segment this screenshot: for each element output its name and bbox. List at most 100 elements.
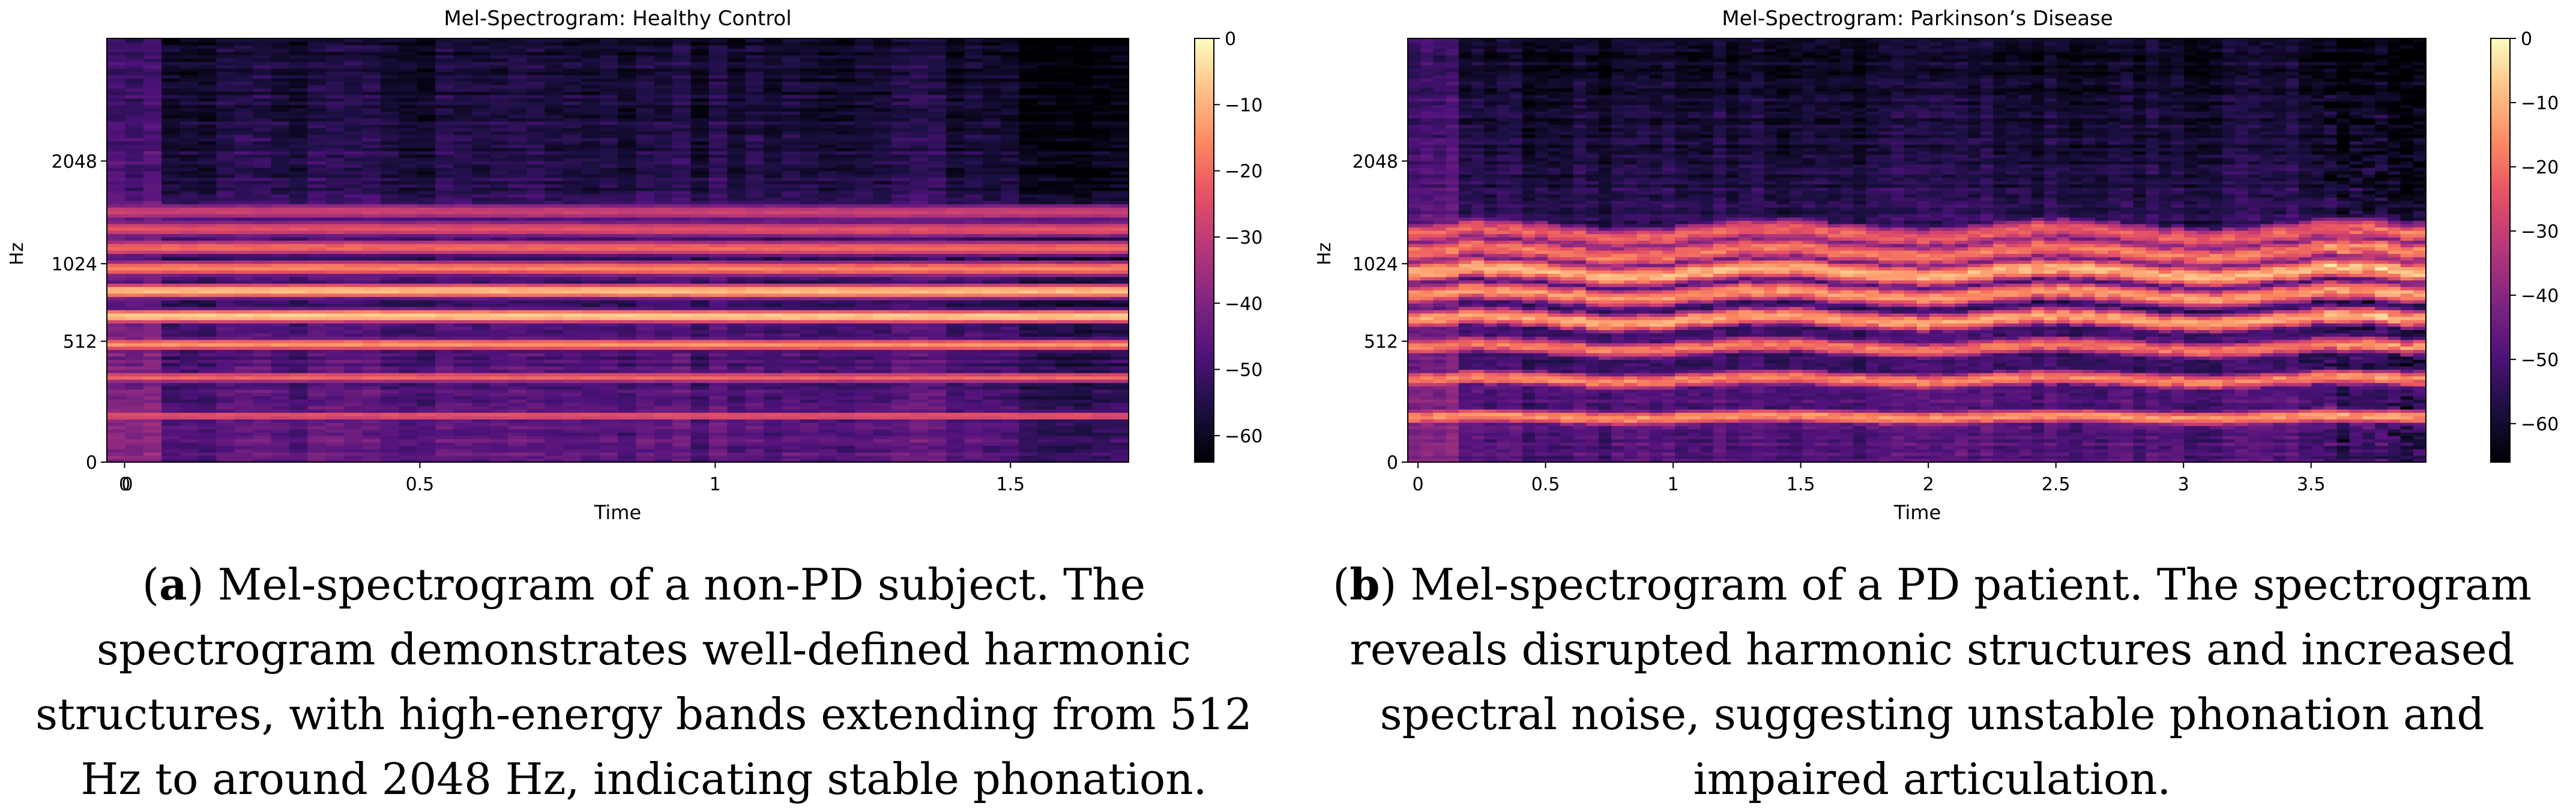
heatmap-cell <box>234 137 253 142</box>
heatmap-cell <box>727 137 746 142</box>
heatmap-cell <box>782 395 801 400</box>
heatmap-cell <box>654 148 673 152</box>
heatmap-cell <box>727 286 746 290</box>
heatmap-cell <box>362 230 381 235</box>
heatmap-cell <box>800 203 819 208</box>
heatmap-cell <box>161 91 181 95</box>
heatmap-cell <box>618 419 636 423</box>
heatmap-cell <box>471 442 490 447</box>
heatmap-cell <box>216 157 235 161</box>
heatmap-cell <box>672 280 692 284</box>
heatmap-cell <box>581 395 600 400</box>
heatmap-cell <box>508 290 527 294</box>
heatmap-cell <box>344 253 363 257</box>
heatmap-cell <box>307 161 327 165</box>
heatmap-cell <box>490 68 509 72</box>
heatmap-cell <box>417 161 436 165</box>
heatmap-cell <box>198 445 217 450</box>
heatmap-cell <box>380 346 399 350</box>
heatmap-cell <box>654 448 673 453</box>
heatmap-cell <box>508 392 527 397</box>
heatmap-cell <box>362 373 381 377</box>
heatmap-cell <box>143 243 162 248</box>
heatmap-cell <box>380 386 399 390</box>
heatmap-cell <box>618 260 636 264</box>
heatmap-cell <box>107 277 125 281</box>
heatmap-cell <box>471 167 490 172</box>
heatmap-cell <box>599 313 618 317</box>
heatmap-cell <box>636 170 655 175</box>
heatmap-cell <box>782 151 801 155</box>
heatmap-cell <box>508 352 527 357</box>
heatmap-cell <box>599 223 618 227</box>
heatmap-cell <box>508 270 527 274</box>
heatmap-cell <box>107 339 125 344</box>
heatmap-cell <box>599 273 618 277</box>
heatmap-cell <box>800 190 819 194</box>
heatmap-cell <box>380 323 399 327</box>
heatmap-cell <box>690 286 710 290</box>
heatmap-cell <box>417 382 436 386</box>
heatmap-cell <box>708 247 728 251</box>
heatmap-cell <box>435 376 454 380</box>
heatmap-cell <box>234 233 253 238</box>
heatmap-cell <box>107 167 125 172</box>
heatmap-cell <box>800 323 819 327</box>
heatmap-cell <box>618 48 636 52</box>
heatmap-cell <box>289 124 308 128</box>
heatmap-cell <box>143 290 162 294</box>
heatmap-cell <box>453 316 472 320</box>
heatmap-cell <box>690 214 710 218</box>
heatmap-cell <box>435 369 454 373</box>
heatmap-cell <box>198 319 217 323</box>
heatmap-cell <box>453 157 472 161</box>
heatmap-cell <box>362 399 381 403</box>
heatmap-cell <box>636 61 655 65</box>
heatmap-cell <box>490 266 509 271</box>
heatmap-cell <box>380 88 399 92</box>
heatmap-cell <box>782 426 801 430</box>
heatmap-cell <box>325 356 345 360</box>
heatmap-cell <box>380 329 399 334</box>
heatmap-cell <box>325 101 345 105</box>
heatmap-cell <box>198 435 217 439</box>
heatmap-cell <box>708 273 728 277</box>
heatmap-cell <box>325 270 345 274</box>
heatmap-cell <box>727 187 746 191</box>
heatmap-cell <box>526 310 546 314</box>
heatmap-cell <box>708 124 728 128</box>
heatmap-cell <box>198 187 217 191</box>
heatmap-cell <box>764 207 783 211</box>
heatmap-cell <box>453 98 472 102</box>
heatmap-cell <box>563 339 582 344</box>
heatmap-cell <box>198 349 217 353</box>
heatmap-cell <box>417 343 436 347</box>
heatmap-cell <box>198 412 217 417</box>
heatmap-cell <box>380 41 399 46</box>
heatmap-cell <box>800 260 819 264</box>
heatmap-cell <box>216 203 235 208</box>
heatmap-cell <box>599 190 618 194</box>
heatmap-cell <box>708 362 728 367</box>
heatmap-cell <box>563 181 582 185</box>
heatmap-cell <box>599 293 618 297</box>
heatmap-cell <box>764 144 783 148</box>
heatmap-cell <box>417 151 436 155</box>
heatmap-cell <box>417 316 436 320</box>
heatmap-cell <box>471 78 490 82</box>
heatmap-cell <box>125 266 144 271</box>
heatmap-cell <box>198 402 217 406</box>
heatmap-cell <box>782 280 801 284</box>
heatmap-cell <box>508 220 527 224</box>
heatmap-cell <box>179 439 199 443</box>
heatmap-cell <box>800 184 819 188</box>
heatmap-cell <box>563 214 582 218</box>
heatmap-cell <box>727 412 746 417</box>
heatmap-cell <box>563 230 582 235</box>
heatmap-cell <box>198 376 217 380</box>
heatmap-cell <box>654 140 673 145</box>
heatmap-cell <box>234 243 253 248</box>
heatmap-cell <box>782 220 801 224</box>
heatmap-cell <box>325 283 345 287</box>
heatmap-cell <box>161 220 181 224</box>
